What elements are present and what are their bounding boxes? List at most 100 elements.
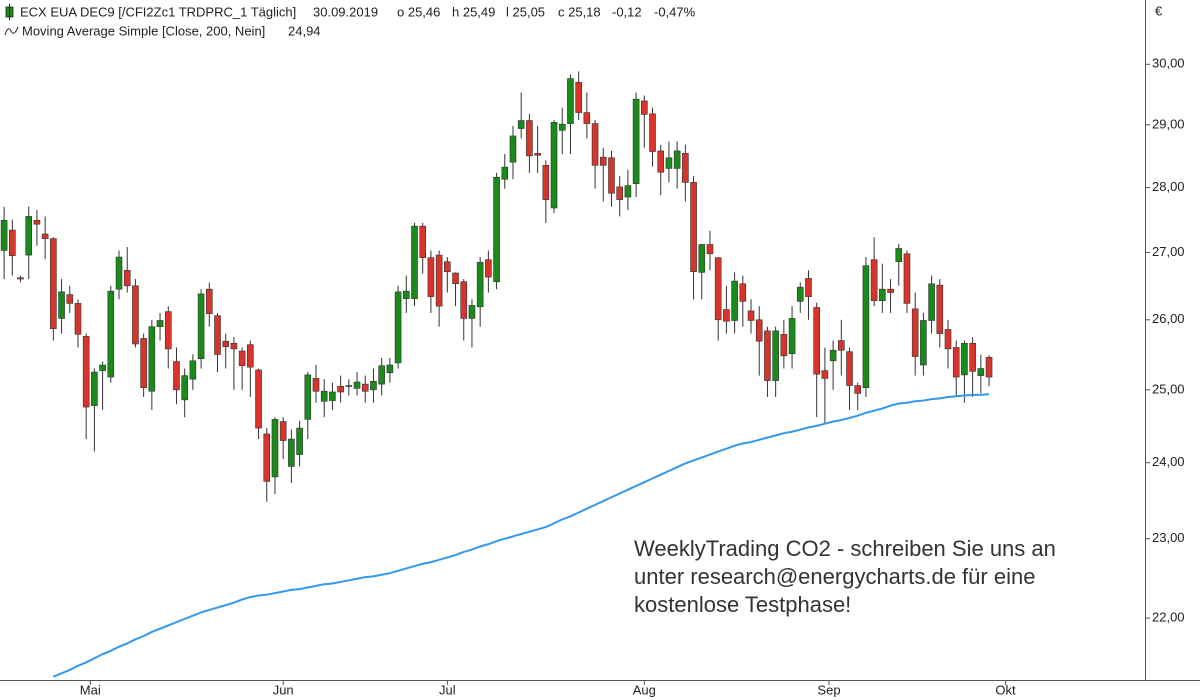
candle-body <box>550 122 558 209</box>
low: l 25,05 <box>506 4 545 19</box>
candle-body <box>66 294 74 304</box>
y-tick-label: 26,00 <box>1152 311 1185 326</box>
candle-body <box>517 120 525 129</box>
candle-body <box>173 361 180 391</box>
candle-body <box>353 381 361 389</box>
y-tick-label: 22,00 <box>1152 610 1185 625</box>
candle-body <box>9 229 16 257</box>
candle-body <box>944 329 952 350</box>
candle-body <box>444 261 451 272</box>
legend-value: 24,94 <box>288 23 321 38</box>
candle-body <box>862 265 870 388</box>
candle-body <box>41 233 49 239</box>
y-tick-label: 23,00 <box>1152 530 1185 545</box>
candle-body <box>255 369 262 429</box>
candle-body <box>74 303 82 335</box>
candle-body <box>961 343 968 376</box>
y-tick-label: 30,00 <box>1152 56 1185 71</box>
candle-body <box>123 270 131 287</box>
candle-body <box>723 309 730 322</box>
candle-body <box>206 288 213 314</box>
candle-body <box>320 390 328 402</box>
x-tick-label: Jul <box>439 682 456 697</box>
candle-body <box>107 290 115 378</box>
candle-body <box>164 311 172 350</box>
candle-body <box>739 283 747 302</box>
candle-body <box>509 135 517 163</box>
candle-body <box>854 385 862 394</box>
candle-body <box>624 185 632 198</box>
candle-body <box>747 310 755 321</box>
candle-body <box>370 380 377 391</box>
x-tick-label: Okt <box>995 682 1016 697</box>
candle-body <box>649 113 656 152</box>
candle-body <box>879 288 886 301</box>
candle-body <box>591 123 599 166</box>
candle-body <box>378 365 385 385</box>
candle-body <box>17 277 24 280</box>
candle-body <box>755 319 763 342</box>
candle-body <box>99 364 106 371</box>
candle-body <box>698 244 706 273</box>
candle-body <box>214 315 221 355</box>
candle-body <box>263 433 271 482</box>
y-tick-label: 28,00 <box>1152 179 1185 194</box>
high: h 25,49 <box>452 4 495 19</box>
candle-body <box>312 378 320 392</box>
candle-body <box>911 308 919 357</box>
candle-body <box>788 318 796 355</box>
y-tick-label: 24,00 <box>1152 454 1185 469</box>
candle-body <box>608 157 615 194</box>
candle-body <box>435 254 443 307</box>
candle-body <box>25 216 33 256</box>
open: o 25,46 <box>397 4 440 19</box>
candle-body <box>714 257 722 321</box>
candle-body <box>731 280 738 321</box>
candle-body <box>813 307 820 375</box>
candle-body <box>189 360 197 380</box>
candle-body <box>632 98 640 184</box>
candle-body <box>288 438 295 467</box>
candle-body <box>895 248 903 262</box>
candle-body <box>115 256 123 290</box>
candle-body <box>337 385 344 393</box>
candle-body <box>140 338 147 388</box>
candle-body <box>599 156 607 166</box>
candle-body <box>230 343 238 350</box>
candle-body <box>247 344 254 368</box>
candle-body <box>936 284 944 334</box>
candle-body <box>304 374 312 420</box>
candle-body <box>821 370 829 379</box>
candle-body <box>772 330 779 381</box>
candle-body <box>132 285 139 345</box>
candle-body <box>838 340 845 351</box>
candle-body <box>411 225 418 299</box>
candle-body <box>575 81 582 113</box>
legend-icon <box>4 26 19 36</box>
candle-body <box>181 375 188 401</box>
candle-body <box>82 336 90 408</box>
close: c 25,18 <box>558 4 601 19</box>
candle-body <box>616 186 623 200</box>
y-unit: € <box>1155 3 1163 18</box>
candle-body <box>805 278 812 297</box>
candle-body <box>91 371 98 406</box>
candle-body <box>534 153 541 156</box>
candle-body <box>985 356 993 378</box>
annotation: kostenlose Testphase! <box>634 592 851 617</box>
candle-body <box>641 100 648 115</box>
candle-body <box>542 165 550 200</box>
date: 30.09.2019 <box>313 4 378 19</box>
candle-body <box>148 326 156 392</box>
moving-average-line <box>52 393 990 678</box>
candle-body <box>476 262 484 308</box>
candle-body <box>345 385 353 387</box>
candle-body <box>33 220 41 225</box>
candle-body <box>673 150 681 169</box>
candle-body <box>402 290 410 299</box>
change-pct: -0,47% <box>654 4 696 19</box>
candle-body <box>0 220 8 251</box>
candle-body <box>567 78 574 124</box>
x-tick-label: Sep <box>817 682 840 697</box>
candle-body <box>460 281 468 319</box>
